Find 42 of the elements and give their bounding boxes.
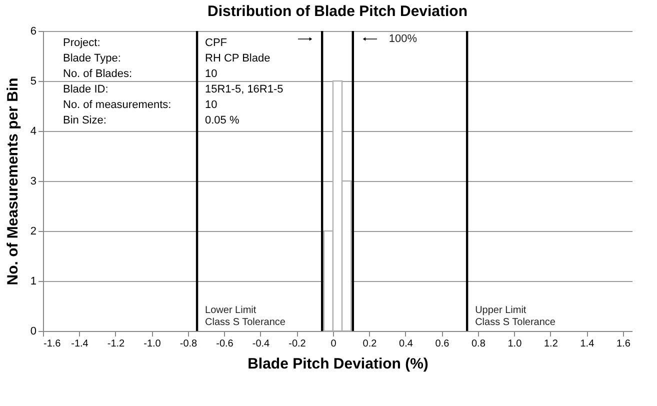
annotation: No. of Blades: (63, 68, 132, 80)
annotation: Bin Size: (63, 114, 106, 126)
y-tick-label: 5 (30, 76, 36, 88)
y-tick-label: 4 (30, 126, 36, 138)
x-tick-label: 0.2 (362, 338, 378, 350)
y-tick-label: 2 (30, 226, 36, 238)
x-tick-label: -1.0 (144, 338, 162, 350)
annotation: 0.05 % (205, 114, 240, 126)
annotation: Blade Type: (63, 52, 121, 64)
annotation: CPF (205, 37, 228, 49)
x-tick-label: 1.0 (508, 338, 522, 350)
x-tick-label: 1.4 (580, 338, 595, 350)
x-tick-label: 0.8 (472, 338, 486, 350)
x-tick-label: 0 (330, 338, 337, 350)
x-tick-label: 1.6 (616, 338, 631, 350)
x-tick-label: -0.6 (216, 338, 234, 350)
annotation: RH CP Blade (205, 52, 270, 64)
x-tick-label: 0.6 (435, 338, 450, 350)
x-axis-title: Blade Pitch Deviation (%) (248, 356, 428, 372)
x-tick-label: 0.4 (399, 338, 414, 350)
y-tick-label: 0 (30, 326, 36, 338)
ref-line-label: Lower Limit Class S Tolerance (205, 305, 286, 328)
annotation: Project: (63, 37, 100, 49)
x-tick-label: -1.4 (71, 338, 89, 350)
y-axis-title: No. of Measurements per Bin (4, 78, 22, 286)
x-tick-label: -0.2 (288, 338, 306, 350)
annotation: 10 (205, 68, 218, 80)
annotation: Blade ID: (63, 84, 108, 96)
chart-title: Distribution of Blade Pitch Deviation (207, 3, 468, 20)
y-tick-label: 6 (30, 26, 36, 38)
y-tick-label: 1 (30, 276, 36, 288)
annotation: No. of measurements: (63, 99, 172, 111)
annotation: 100% (388, 33, 418, 45)
annotation: 10 (205, 99, 218, 111)
x-tick-label: 1.2 (544, 338, 558, 350)
ref-line-label: Upper Limit Class S Tolerance (475, 305, 556, 328)
annotation: 15R1-5, 16R1-5 (205, 84, 284, 96)
y-tick-label: 3 (30, 176, 36, 188)
x-tick-label: -0.8 (180, 338, 198, 350)
x-tick-label: -1.2 (107, 338, 126, 350)
x-tick-label: -0.4 (252, 338, 270, 350)
x-tick-label: -1.6 (44, 338, 62, 350)
